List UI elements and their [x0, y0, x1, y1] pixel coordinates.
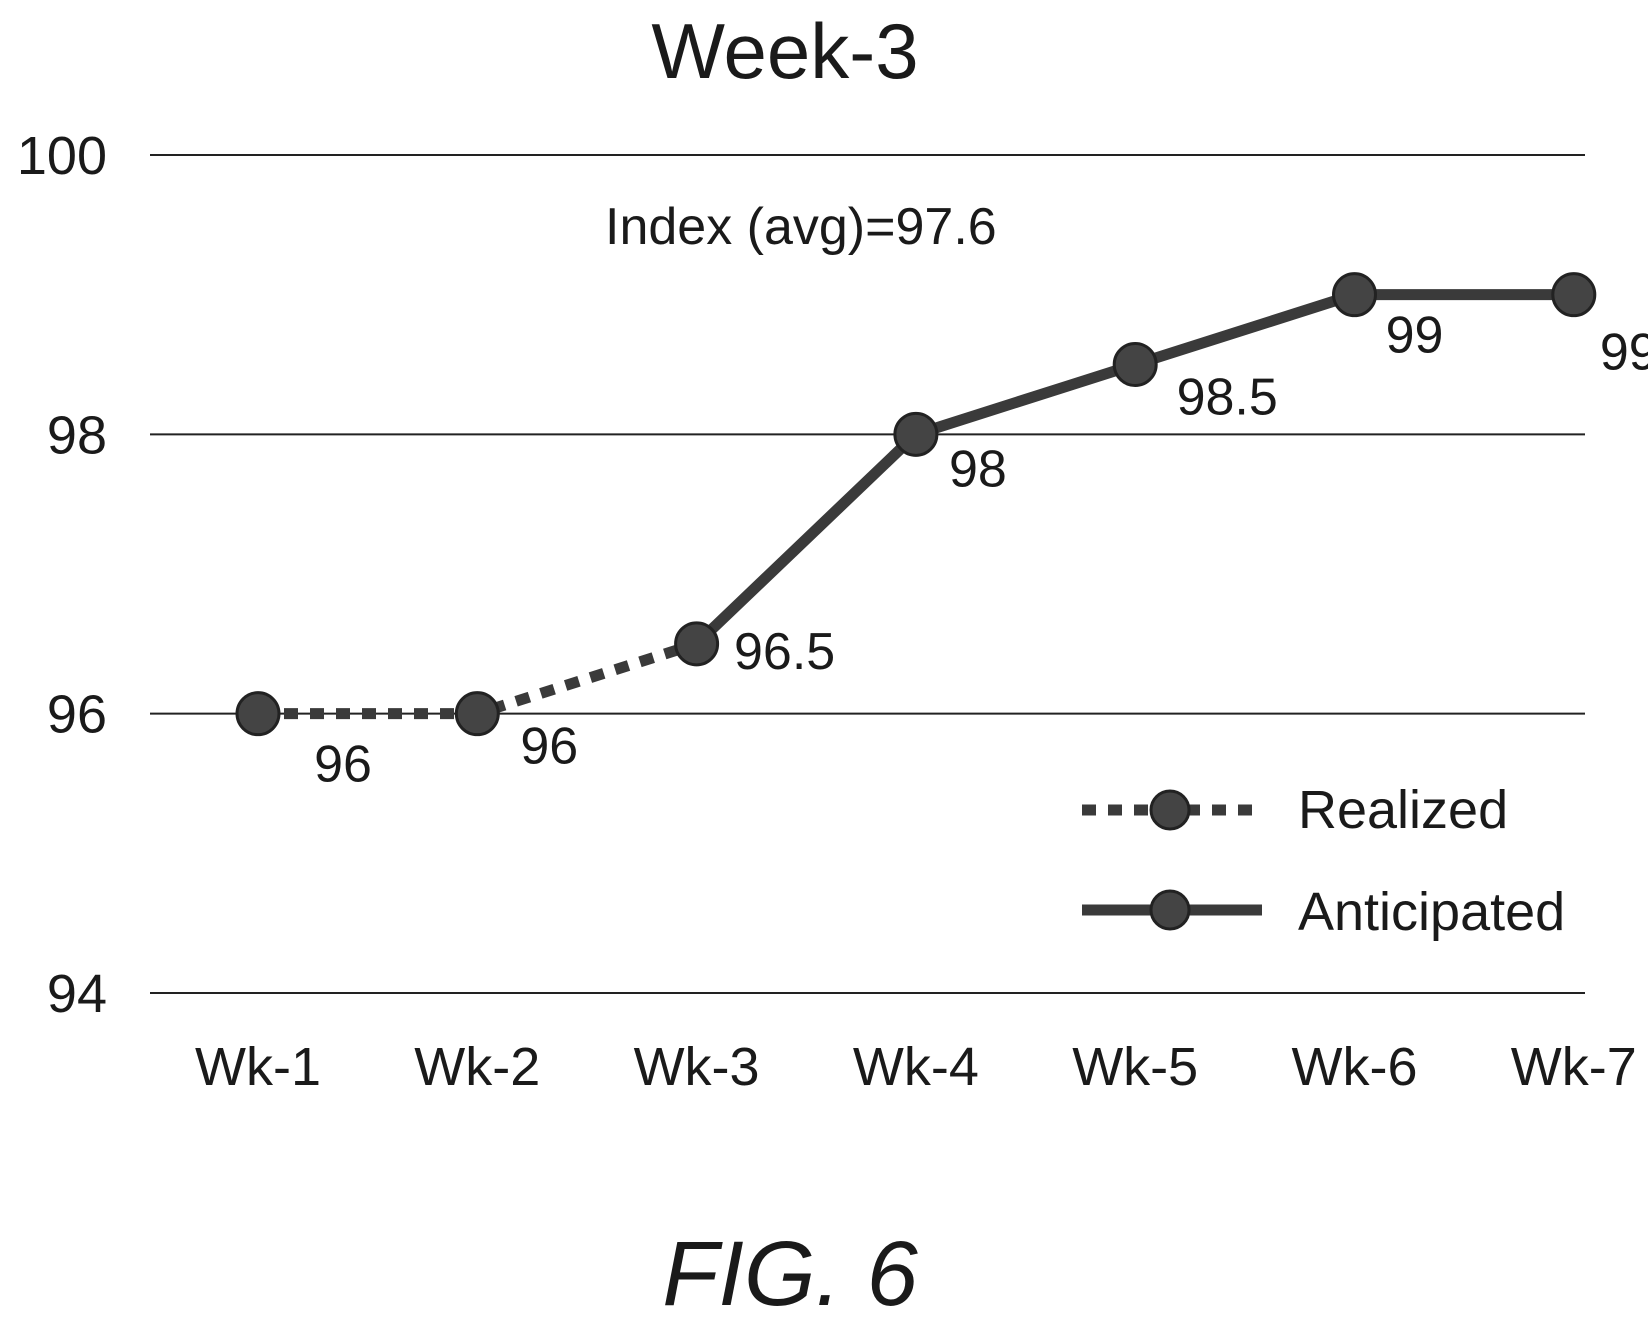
series-layer	[235, 272, 1597, 737]
y-tick-label: 98	[47, 405, 107, 465]
data-label: 99	[1386, 307, 1444, 365]
x-tick-label: Wk-1	[195, 1037, 321, 1097]
x-tick-label: Wk-2	[414, 1037, 540, 1097]
legend-item-anticipated: Anticipated	[1082, 882, 1565, 942]
data-label: 99	[1600, 324, 1648, 382]
legend-marker-realized	[1149, 789, 1191, 831]
x-tick-label: Wk-3	[634, 1037, 760, 1097]
data-point-marker	[893, 411, 939, 457]
legend-label-anticipated: Anticipated	[1298, 882, 1565, 942]
x-tick-label: Wk-6	[1292, 1037, 1418, 1097]
y-axis-tick-labels: 100 98 96 94	[17, 126, 107, 1024]
data-point-marker	[1112, 342, 1158, 387]
figure-caption: FIG. 6	[662, 1223, 918, 1323]
data-point-marker	[1332, 272, 1377, 318]
y-tick-label: 94	[47, 964, 107, 1024]
data-point-marker	[1551, 272, 1597, 318]
data-label: 96	[314, 736, 372, 794]
legend-marker-anticipated	[1149, 889, 1191, 931]
x-tick-label: Wk-7	[1511, 1037, 1637, 1097]
legend-item-realized: Realized	[1082, 780, 1508, 840]
legend-label-realized: Realized	[1298, 780, 1508, 840]
x-tick-label: Wk-5	[1072, 1037, 1198, 1097]
legend: Realized Anticipated	[1082, 780, 1565, 942]
data-label: 98.5	[1177, 369, 1278, 427]
x-axis-tick-labels: Wk-1 Wk-2 Wk-3 Wk-4 Wk-5 Wk-6 Wk-7	[195, 1037, 1637, 1097]
data-point-marker	[235, 691, 281, 737]
y-tick-label: 100	[17, 126, 107, 186]
data-label: 98	[949, 440, 1007, 498]
data-point-marker	[454, 691, 500, 737]
x-tick-label: Wk-4	[853, 1037, 979, 1097]
data-label: 96	[520, 718, 578, 776]
data-labels: 96 96 96.5 98 98.5 99 99	[314, 307, 1648, 794]
chart-title: Week-3	[651, 7, 918, 95]
average-index-annotation: Index (avg)=97.6	[605, 198, 997, 256]
data-point-marker	[674, 621, 720, 667]
data-label: 96.5	[734, 623, 835, 681]
y-tick-label: 96	[47, 685, 107, 745]
